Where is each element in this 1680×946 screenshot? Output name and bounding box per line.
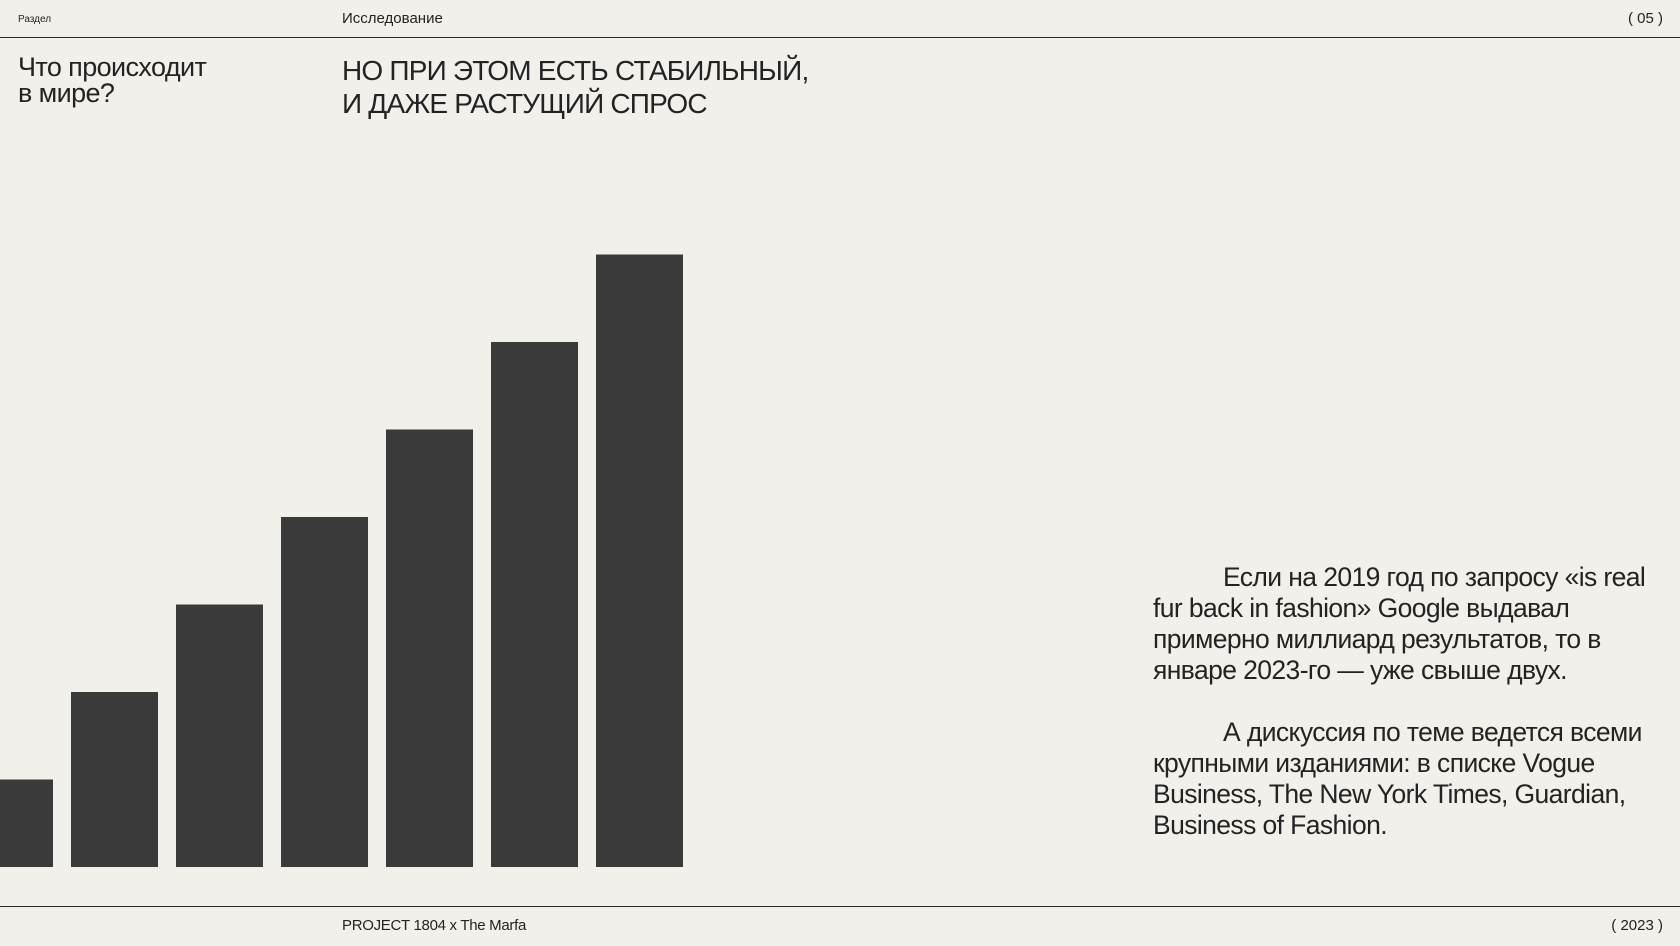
- section-name: Исследование: [342, 10, 443, 27]
- section-question-line: Что происходит: [18, 52, 207, 82]
- section-label: Раздел: [18, 14, 52, 25]
- body-text: Если на 2019 год по запросу «is real fur…: [1153, 562, 1658, 841]
- chart-bar: [0, 779, 53, 867]
- footer-year: ( 2023 ): [1611, 917, 1663, 934]
- chart-bar: [596, 254, 683, 867]
- page-number: ( 05 ): [1627, 10, 1663, 27]
- chart-bar: [491, 342, 578, 867]
- chart-bar: [281, 517, 368, 867]
- chart-bar: [386, 429, 473, 867]
- footer-bar: PROJECT 1804 x The Marfa ( 2023 ): [0, 906, 1680, 946]
- paragraph-google-results: Если на 2019 год по запросу «is real fur…: [1153, 562, 1646, 685]
- footer-project: PROJECT 1804 x The Marfa: [342, 917, 526, 934]
- chart-bar: [71, 692, 158, 867]
- chart-bar: [176, 604, 263, 867]
- section-question-line: в мире?: [18, 78, 115, 108]
- headline-line: И ДАЖЕ РАСТУЩИЙ СПРОС: [342, 88, 708, 119]
- paragraph-publications: А дискуссия по теме ведется всеми крупны…: [1153, 717, 1642, 840]
- headline: НО ПРИ ЭТОМ ЕСТЬ СТАБИЛЬНЫЙ, И ДАЖЕ РАСТ…: [342, 54, 809, 120]
- header-bar: Раздел Исследование ( 05 ): [0, 0, 1680, 38]
- headline-line: НО ПРИ ЭТОМ ЕСТЬ СТАБИЛЬНЫЙ,: [342, 55, 809, 86]
- section-question: Что происходит в мире?: [18, 52, 207, 108]
